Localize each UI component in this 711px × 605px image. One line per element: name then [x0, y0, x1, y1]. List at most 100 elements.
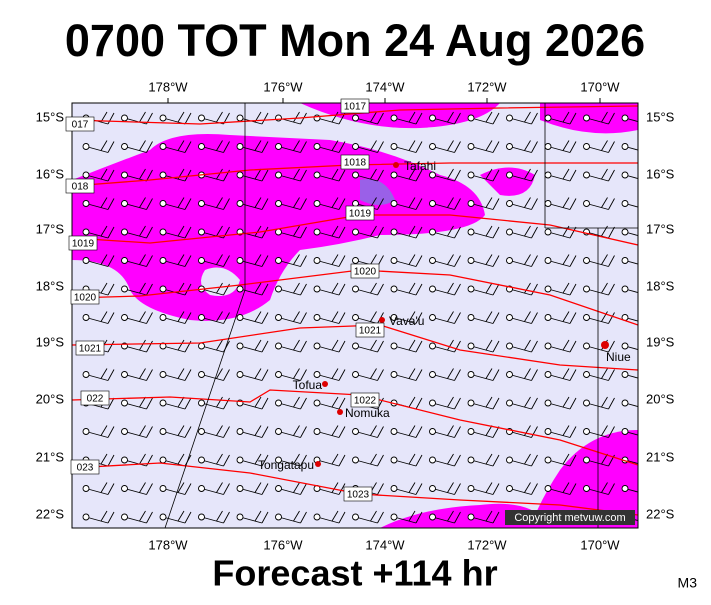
barb-station [390, 114, 398, 122]
wind-barb [316, 425, 346, 438]
wind-barb [509, 482, 538, 495]
wind-barb [239, 140, 269, 153]
barb-station [544, 485, 552, 492]
barb-station [583, 114, 590, 122]
wind-barb [162, 510, 192, 524]
barb-station [236, 485, 244, 492]
wind-barb [624, 203, 638, 208]
wind-barb [201, 482, 230, 495]
lat-label: 16°S [36, 166, 65, 181]
wind-barb [624, 345, 638, 351]
barb-station [198, 228, 205, 236]
places: Tafahi Vava'u Niue Tofua Nomuka Tongatap… [258, 159, 631, 472]
wind-barb [432, 368, 461, 381]
wind-barb [547, 453, 577, 467]
place-dot [393, 162, 399, 168]
isobar-label-box [70, 289, 100, 305]
barb-station [121, 114, 128, 122]
place-dot [315, 461, 321, 467]
barb-station [467, 257, 475, 264]
barb-station [352, 228, 359, 236]
isobar-label-box [65, 116, 95, 132]
wind-barb [316, 396, 346, 410]
wind-barb [85, 168, 115, 182]
wind-barb [355, 225, 384, 239]
wind-barb [509, 111, 538, 125]
wind-barb [162, 225, 192, 239]
wind-barb [393, 140, 423, 153]
barb-station [236, 371, 244, 378]
barb-station [544, 342, 552, 350]
wind-barb [278, 225, 307, 239]
wind-barb [201, 254, 230, 267]
barb-station [313, 314, 321, 321]
barb-station [621, 342, 629, 350]
place-dot [322, 381, 328, 387]
barb-station [236, 171, 244, 179]
barb-station [275, 200, 282, 207]
wind-barb [470, 396, 500, 410]
wind-barb [162, 197, 192, 210]
wind-barb [393, 311, 423, 324]
barb-station [352, 456, 359, 464]
barb-station [198, 456, 205, 464]
wind-barb [316, 140, 346, 153]
wind-barb [586, 111, 615, 125]
wind-barb [393, 510, 423, 524]
wind-barb [316, 510, 346, 524]
wind-barb [316, 197, 346, 210]
wind-barb [278, 396, 307, 410]
wind-barb [586, 140, 615, 153]
place-dot [337, 409, 343, 415]
wind-barb [239, 396, 269, 410]
wind-barb [355, 510, 384, 524]
wind-barb [239, 197, 269, 210]
barb-station [352, 114, 359, 122]
isobar-label-box [70, 459, 100, 475]
wind-barb [432, 197, 461, 210]
wind-barb [278, 482, 307, 495]
barb-station [352, 342, 359, 350]
barb-station [313, 513, 321, 521]
barb-station [544, 228, 552, 236]
barb-station [352, 171, 359, 179]
barb-station [621, 371, 629, 378]
barb-station [429, 342, 436, 350]
wind-barb [278, 140, 307, 153]
lat-label: 22°S [646, 506, 675, 521]
wind-barb [547, 368, 577, 381]
wind-barb [355, 140, 384, 153]
barb-station [121, 171, 128, 179]
barb-station [121, 371, 128, 378]
barb-station [429, 257, 436, 264]
barb-station [621, 428, 629, 435]
wind-barb [393, 282, 423, 296]
wind-barb [509, 339, 538, 353]
barb-station [544, 399, 552, 407]
barb-station [275, 257, 282, 264]
wind-barb [624, 146, 638, 151]
isobar-label: 1019 [72, 239, 95, 250]
wind-barb [124, 510, 153, 524]
isobar-label: 1020 [354, 267, 377, 278]
wind-barb [278, 282, 307, 296]
isobar-label-box [355, 322, 385, 338]
barb-station [352, 314, 359, 321]
wind-barb [432, 254, 461, 267]
lat-label: 18°S [36, 278, 65, 293]
wind-barb [547, 482, 577, 495]
barb-station [506, 371, 513, 378]
barb-station [121, 485, 128, 492]
wind-barb [124, 254, 153, 267]
place-label: Nomuka [345, 406, 390, 420]
barb-station [82, 143, 90, 150]
isobar-label-box [68, 235, 98, 251]
wind-barb [432, 225, 461, 239]
barb-station [159, 485, 167, 492]
barb-station [467, 143, 475, 150]
barb-station [467, 456, 475, 464]
wind-barb [509, 396, 538, 410]
isobar-label: 1023 [347, 490, 370, 501]
barb-station [583, 371, 590, 378]
isobar-label: 1022 [354, 396, 377, 407]
